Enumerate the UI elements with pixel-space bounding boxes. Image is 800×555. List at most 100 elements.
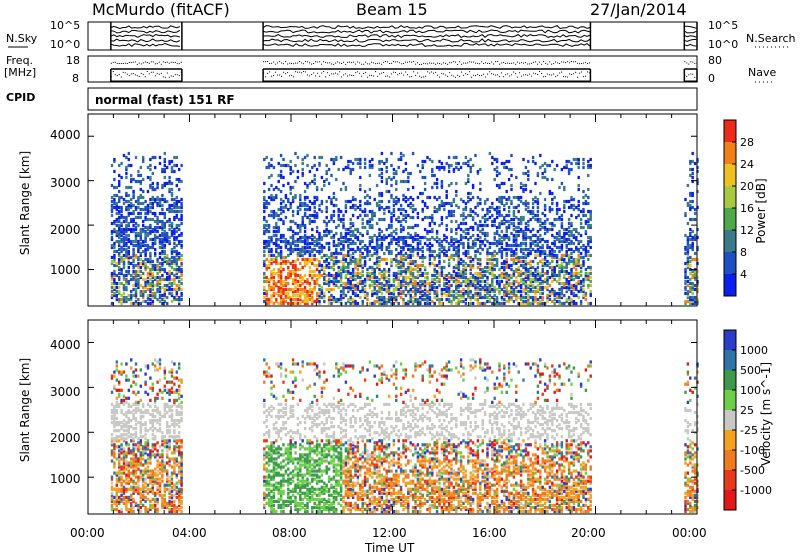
- power-cell: [484, 224, 486, 227]
- nave-dot: [319, 76, 320, 77]
- power-cell: [132, 270, 134, 273]
- power-cell: [304, 156, 306, 159]
- power-cell: [390, 164, 392, 167]
- freq-dot: [359, 62, 360, 63]
- power-cell: [410, 254, 412, 257]
- power-cell: [123, 292, 125, 295]
- nave-dot: [287, 72, 288, 73]
- freq-dot: [343, 62, 344, 63]
- power-cell: [539, 246, 541, 249]
- nave-dot: [321, 73, 322, 74]
- power-cell: [159, 226, 161, 229]
- power-cell: [422, 160, 424, 163]
- nave-dot: [179, 75, 180, 76]
- power-cell: [166, 260, 168, 263]
- power-cell: [563, 302, 565, 305]
- power-cell: [171, 222, 173, 225]
- power-cell: [314, 182, 316, 185]
- power-cell: [434, 268, 436, 271]
- power-cell: [142, 156, 144, 159]
- power-cell: [431, 186, 433, 189]
- power-cell: [687, 236, 689, 239]
- power-cell: [362, 240, 364, 243]
- power-cell: [563, 210, 565, 213]
- power-cell: [568, 234, 570, 237]
- freq-dot: [271, 63, 272, 64]
- freq-dot: [549, 61, 550, 62]
- power-cell: [407, 180, 409, 183]
- power-cell: [123, 284, 125, 287]
- freq-dot: [263, 61, 264, 62]
- power-cell: [278, 180, 280, 183]
- power-cell: [311, 180, 313, 183]
- power-cell: [472, 302, 474, 305]
- nave-dot: [379, 74, 380, 75]
- nave-dot: [413, 71, 414, 72]
- power-cell: [450, 202, 452, 205]
- power-cell: [280, 164, 282, 167]
- power-cell: [147, 218, 149, 221]
- power-cell: [297, 244, 299, 247]
- power-cell: [123, 154, 125, 157]
- power-cell: [534, 286, 536, 289]
- nave-dot: [171, 75, 172, 76]
- power-cell: [561, 240, 563, 243]
- power-cell: [520, 290, 522, 293]
- power-cell: [448, 280, 450, 283]
- power-cell: [407, 214, 409, 217]
- nave-dot: [417, 73, 418, 74]
- freq-dot: [127, 63, 128, 64]
- power-cell: [278, 174, 280, 177]
- nave-dot: [533, 73, 534, 74]
- power-cell: [309, 206, 311, 209]
- power-cell: [309, 182, 311, 185]
- power-cell: [460, 214, 462, 217]
- power-cell: [297, 206, 299, 209]
- power-cell: [333, 158, 335, 161]
- power-cell: [137, 206, 139, 209]
- power-cell: [590, 276, 592, 279]
- power-cell: [123, 202, 125, 205]
- power-cell: [417, 288, 419, 291]
- power-cell: [422, 192, 424, 195]
- power-cell: [328, 296, 330, 299]
- power-cell: [477, 234, 479, 237]
- power-cell: [575, 272, 577, 275]
- power-cell: [532, 266, 534, 269]
- nave-dot: [369, 75, 370, 76]
- nave-dot: [119, 74, 120, 75]
- power-cell: [294, 194, 296, 197]
- power-cell: [434, 290, 436, 293]
- power-cell: [386, 280, 388, 283]
- power-cell: [527, 178, 529, 181]
- power-cell: [318, 162, 320, 165]
- power-cell: [544, 214, 546, 217]
- freq-dot: [369, 64, 370, 65]
- power-cell: [159, 276, 161, 279]
- power-cell: [398, 236, 400, 239]
- nave-dot: [135, 74, 136, 75]
- power-cell: [578, 240, 580, 243]
- power-cell: [123, 258, 125, 261]
- power-cell: [510, 286, 512, 289]
- power-cell: [306, 236, 308, 239]
- power-cell: [166, 166, 168, 169]
- power-cell: [510, 174, 512, 177]
- power-cell: [383, 162, 385, 165]
- power-cell: [275, 282, 277, 285]
- power-cell: [479, 268, 481, 271]
- power-cell: [462, 280, 464, 283]
- power-cell: [321, 200, 323, 203]
- power-cell: [684, 262, 686, 265]
- power-cell: [515, 226, 517, 229]
- power-cell: [266, 228, 268, 231]
- power-cell: [273, 280, 275, 283]
- freq-dot: [133, 62, 134, 63]
- freq-dot: [587, 63, 588, 64]
- power-cell: [326, 242, 328, 245]
- power-cell: [304, 230, 306, 233]
- power-cell: [137, 240, 139, 243]
- freq-dot: [423, 63, 424, 64]
- power-cell: [306, 204, 308, 207]
- power-cell: [164, 268, 166, 271]
